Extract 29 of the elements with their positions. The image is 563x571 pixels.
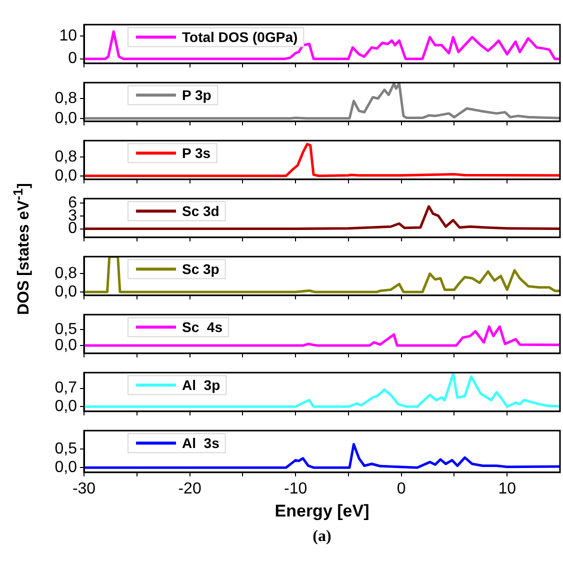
y-tick-label: 0,0 — [54, 167, 78, 184]
legend-label: Total DOS (0GPa) — [182, 28, 298, 45]
text: (a) — [312, 528, 332, 546]
x-tick-label: 10 — [498, 480, 516, 498]
y-tick-label: 0,0 — [54, 336, 78, 354]
y-tick-label: 0,7 — [54, 380, 78, 397]
y-tick-label: 0,5 — [54, 440, 78, 458]
legend-label: P 3s — [182, 144, 211, 161]
y-tick-label: 0,8 — [54, 265, 78, 282]
legend-label: Sc 3p — [182, 260, 220, 277]
legend-label: Al 3p — [182, 376, 220, 393]
y-tick-label: 10 — [59, 27, 78, 44]
legend-label: Sc 3d — [182, 202, 220, 219]
x-axis-title: Energy [eV] — [274, 501, 370, 520]
y-tick-label: 0,8 — [54, 148, 78, 166]
y-tick-label: 0,5 — [54, 321, 78, 338]
legend-label: P 3p — [182, 86, 212, 103]
x-tick-label: -20 — [178, 480, 202, 498]
y-tick-label: 0,0 — [54, 110, 78, 127]
y-tick-label: 0,0 — [54, 458, 78, 476]
x-tick-label: 0 — [396, 480, 406, 498]
y-tick-label: 0,8 — [54, 90, 78, 107]
y-tick-label: 0,0 — [54, 398, 78, 416]
y-tick-label: 0,0 — [54, 283, 78, 300]
x-tick-label: -10 — [284, 480, 308, 498]
x-tick-label: -30 — [72, 480, 96, 498]
y-tick-label: 0 — [68, 50, 78, 68]
legend-label: Al 3s — [182, 434, 220, 451]
legend-label: Sc 4s — [182, 318, 223, 335]
